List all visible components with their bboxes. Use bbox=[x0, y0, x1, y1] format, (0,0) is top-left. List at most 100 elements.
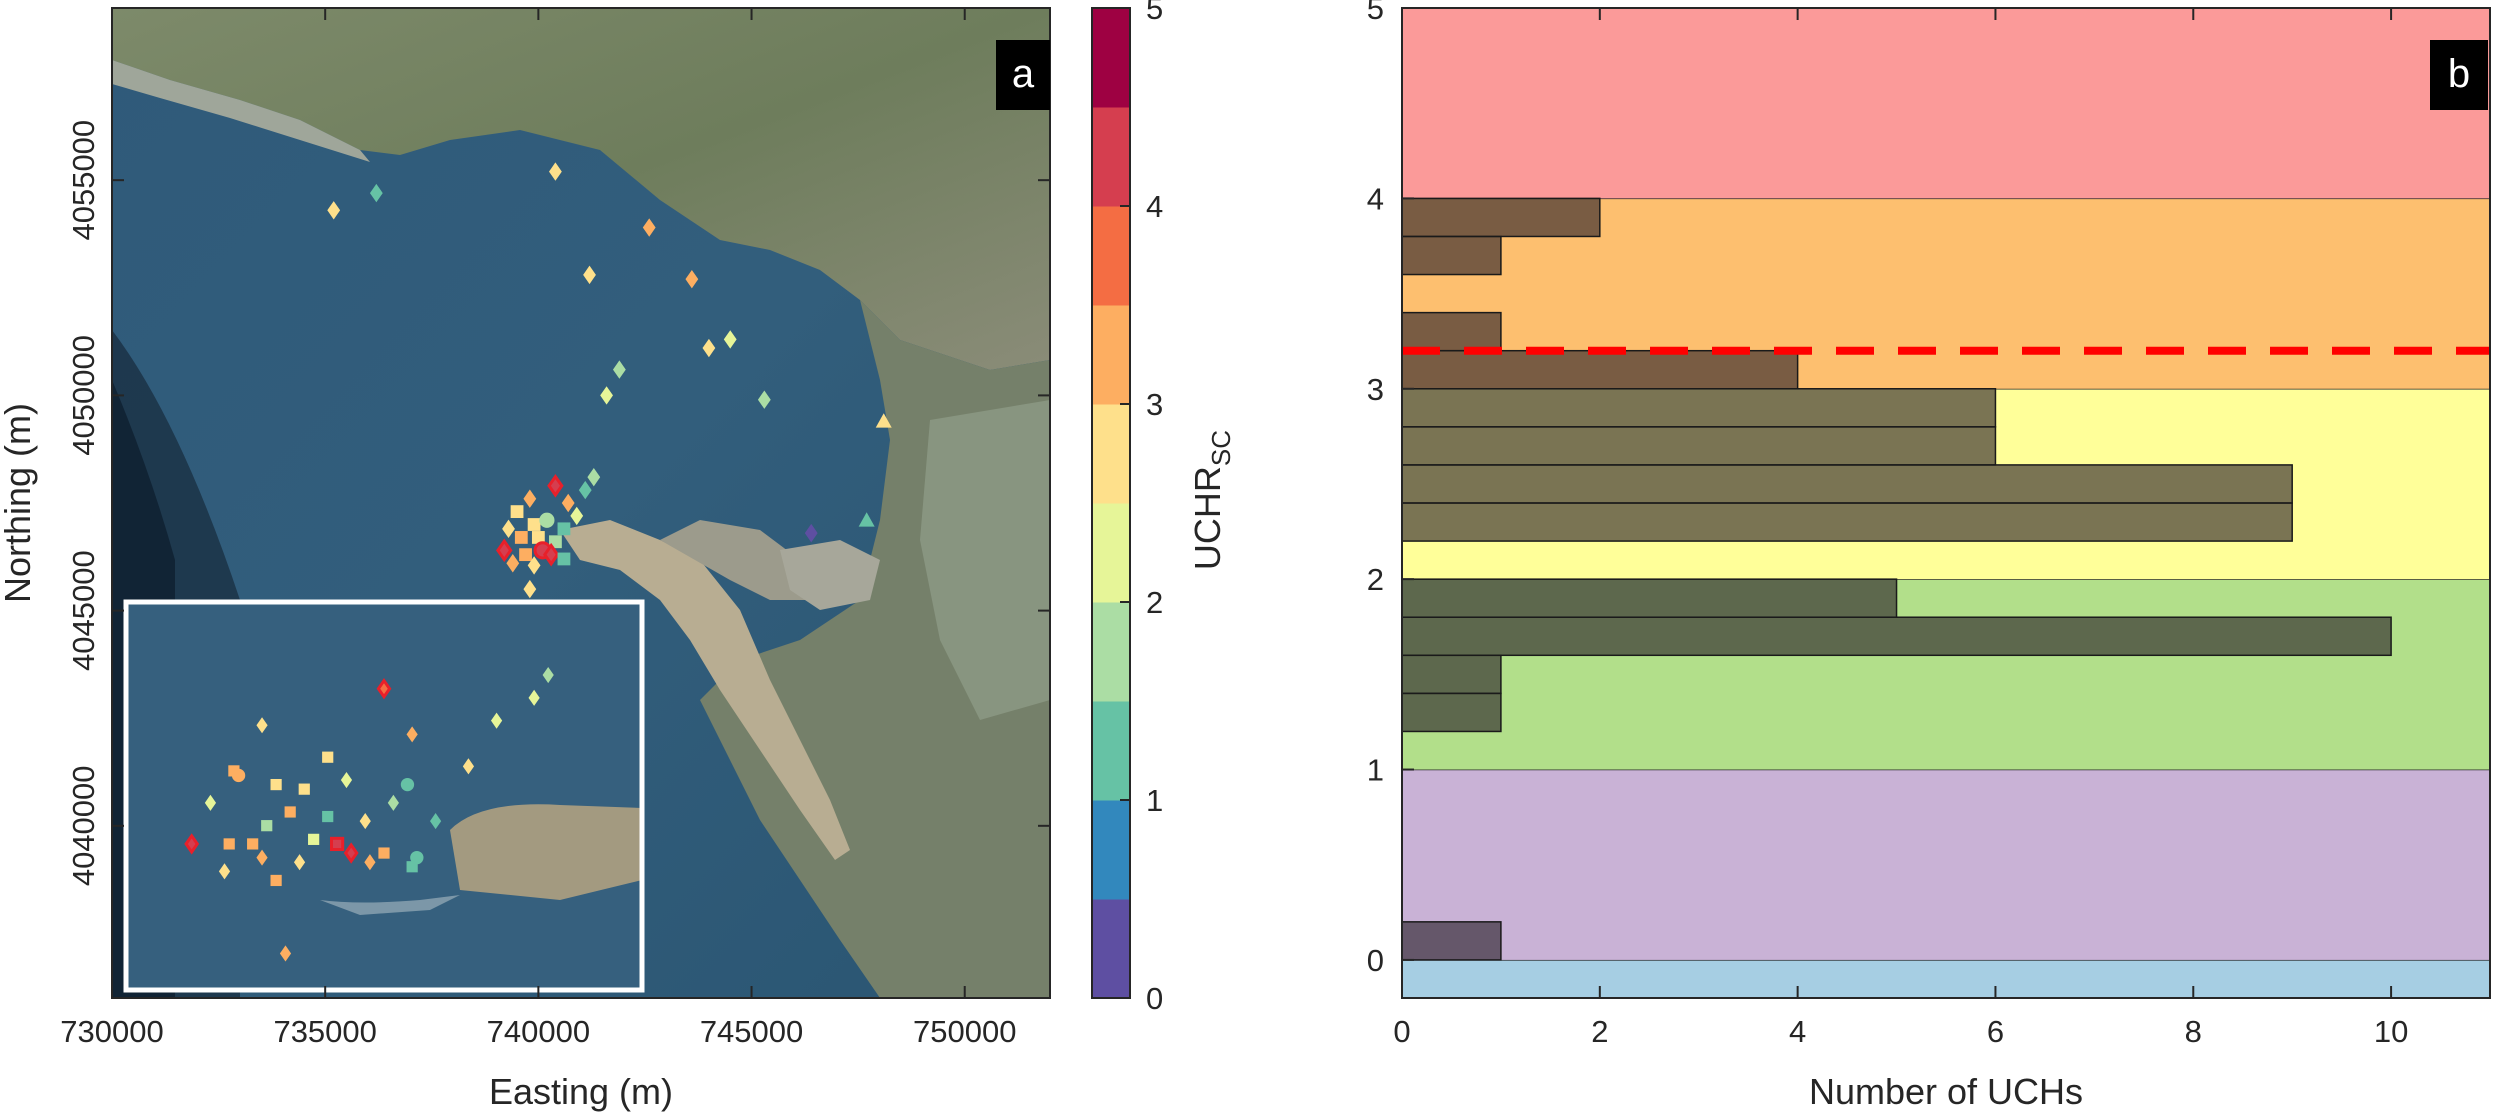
hist-y-tick-label: 5 bbox=[1367, 0, 1384, 26]
map-point-diamond bbox=[578, 480, 592, 500]
inset-point-square bbox=[322, 810, 334, 823]
colorbar-tick-label: 2 bbox=[1146, 585, 1163, 620]
inset-point-square bbox=[308, 833, 320, 845]
histogram-x-axis-label: Number of UCHs bbox=[1809, 1071, 2083, 1112]
colorbar-cell bbox=[1092, 305, 1130, 355]
colorbar-cell bbox=[1092, 849, 1130, 900]
colorbar-tick-label: 0 bbox=[1146, 981, 1163, 1016]
histogram-bar bbox=[1401, 654, 1502, 695]
map-point-triangle bbox=[875, 413, 892, 428]
inset-point-square bbox=[298, 783, 310, 795]
inset-point-diamond bbox=[340, 771, 353, 789]
inset-point-diamond bbox=[490, 712, 503, 729]
hist-x-tick-label: 2 bbox=[1591, 1014, 1608, 1049]
map-point-diamond bbox=[502, 519, 515, 539]
inset-point-square bbox=[261, 820, 273, 832]
category-band bbox=[1402, 769, 2490, 960]
histogram-ticks: 0 2 4 6 8 10 0 1 2 3 4 5 bbox=[1367, 0, 2409, 1049]
map-x-tick-label: 730000 bbox=[60, 1014, 163, 1049]
histogram-bars bbox=[1401, 197, 2392, 961]
map-point-diamond bbox=[612, 360, 626, 379]
map-y-tick-label: 4040000 bbox=[66, 765, 101, 886]
inset-point-diamond bbox=[279, 945, 292, 962]
colorbar-cell bbox=[1092, 750, 1130, 801]
inset-point-square bbox=[223, 838, 235, 850]
colorbar-cells bbox=[1092, 8, 1130, 999]
colorbar-tick-label: 1 bbox=[1146, 783, 1163, 818]
map-point-diamond bbox=[804, 523, 818, 543]
inset-point-diamond bbox=[376, 678, 392, 700]
hist-x-tick-label: 0 bbox=[1393, 1014, 1410, 1049]
inset-point-diamond bbox=[184, 833, 200, 855]
inset-peninsula bbox=[450, 804, 642, 900]
histogram-panel: 0 2 4 6 8 10 0 1 2 3 4 5 b Number of UCHs bbox=[1367, 0, 2491, 1112]
colorbar-cell bbox=[1092, 107, 1130, 157]
colorbar-cell bbox=[1092, 255, 1130, 306]
inset-point-square bbox=[284, 806, 296, 818]
inset-point-square bbox=[322, 751, 334, 763]
hist-y-tick-label: 1 bbox=[1367, 753, 1384, 788]
histogram-bar bbox=[1401, 197, 1601, 238]
colorbar-cell bbox=[1092, 899, 1130, 949]
map-axes-frame bbox=[111, 7, 1051, 999]
inset-point-circle bbox=[231, 768, 246, 783]
colorbar-cell bbox=[1092, 354, 1130, 405]
map-y-axis-label: Northing (m) bbox=[0, 403, 38, 603]
colorbar-label: UCHRSC bbox=[1187, 430, 1236, 570]
map-y-tick-label: 4055000 bbox=[66, 120, 101, 241]
inset-point-square bbox=[247, 838, 259, 850]
colorbar-cell bbox=[1092, 800, 1130, 850]
map-point-diamond bbox=[506, 554, 520, 573]
inset-point-diamond bbox=[406, 726, 418, 743]
colorbar-cell bbox=[1092, 701, 1130, 751]
map-point-triangle bbox=[858, 512, 875, 527]
map-point-diamond bbox=[527, 556, 541, 575]
histogram-bar bbox=[1401, 578, 1898, 618]
map-x-axis-label: Easting (m) bbox=[489, 1071, 673, 1112]
colorbar-cell bbox=[1092, 552, 1130, 603]
histogram-bar bbox=[1401, 502, 2293, 542]
hist-y-tick-label: 0 bbox=[1367, 943, 1384, 978]
map-point-diamond bbox=[583, 265, 596, 285]
histogram-axes-frame bbox=[1401, 7, 2491, 999]
map-point-diamond bbox=[369, 183, 383, 203]
category-band bbox=[1402, 8, 2490, 199]
inset-point-diamond bbox=[204, 794, 217, 811]
map-x-tick-label: 740000 bbox=[487, 1014, 590, 1049]
hist-x-tick-label: 6 bbox=[1987, 1014, 2004, 1049]
histogram-bar bbox=[1401, 311, 1502, 352]
colorbar-cell bbox=[1092, 503, 1130, 553]
hist-y-tick-label: 2 bbox=[1367, 562, 1384, 597]
map-ticks: 730000 735000 740000 745000 750000 4040000 404… bbox=[60, 8, 1050, 1049]
map-point-diamond bbox=[587, 467, 601, 487]
histogram-bar bbox=[1401, 349, 1799, 390]
map-point-square bbox=[527, 518, 541, 531]
map-x-tick-label: 745000 bbox=[700, 1014, 803, 1049]
inset-point-diamond bbox=[256, 717, 268, 734]
colorbar-cell bbox=[1092, 948, 1130, 999]
inset-point-square bbox=[378, 847, 390, 859]
map-point-square bbox=[557, 552, 571, 566]
colorbar-cell bbox=[1092, 8, 1130, 58]
inset-point-diamond bbox=[359, 813, 371, 830]
colorbar-cell bbox=[1092, 602, 1130, 652]
inset-point-diamond bbox=[462, 758, 475, 775]
inset-point-diamond bbox=[430, 813, 442, 830]
map-point-diamond bbox=[523, 579, 537, 599]
map-point-diamond bbox=[542, 542, 560, 567]
map-point-square bbox=[519, 548, 532, 562]
hist-x-tick-label: 10 bbox=[2374, 1014, 2408, 1049]
inset-point-diamond bbox=[542, 666, 554, 684]
inset-point-diamond bbox=[528, 689, 540, 706]
map-point-diamond bbox=[523, 489, 537, 508]
panel-a-label-box bbox=[996, 40, 1050, 110]
map-panel: 730000 735000 740000 745000 750000 4040000 404… bbox=[0, 7, 1051, 1112]
colorbar-cell bbox=[1092, 57, 1130, 108]
category-band bbox=[1402, 959, 2490, 998]
map-point-diamond bbox=[547, 473, 564, 498]
inset-map bbox=[123, 599, 645, 993]
inset-point-square bbox=[270, 778, 282, 791]
colorbar-frame bbox=[1091, 7, 1131, 999]
main-scatter-points bbox=[327, 162, 892, 599]
inset-scatter-points bbox=[184, 666, 554, 962]
